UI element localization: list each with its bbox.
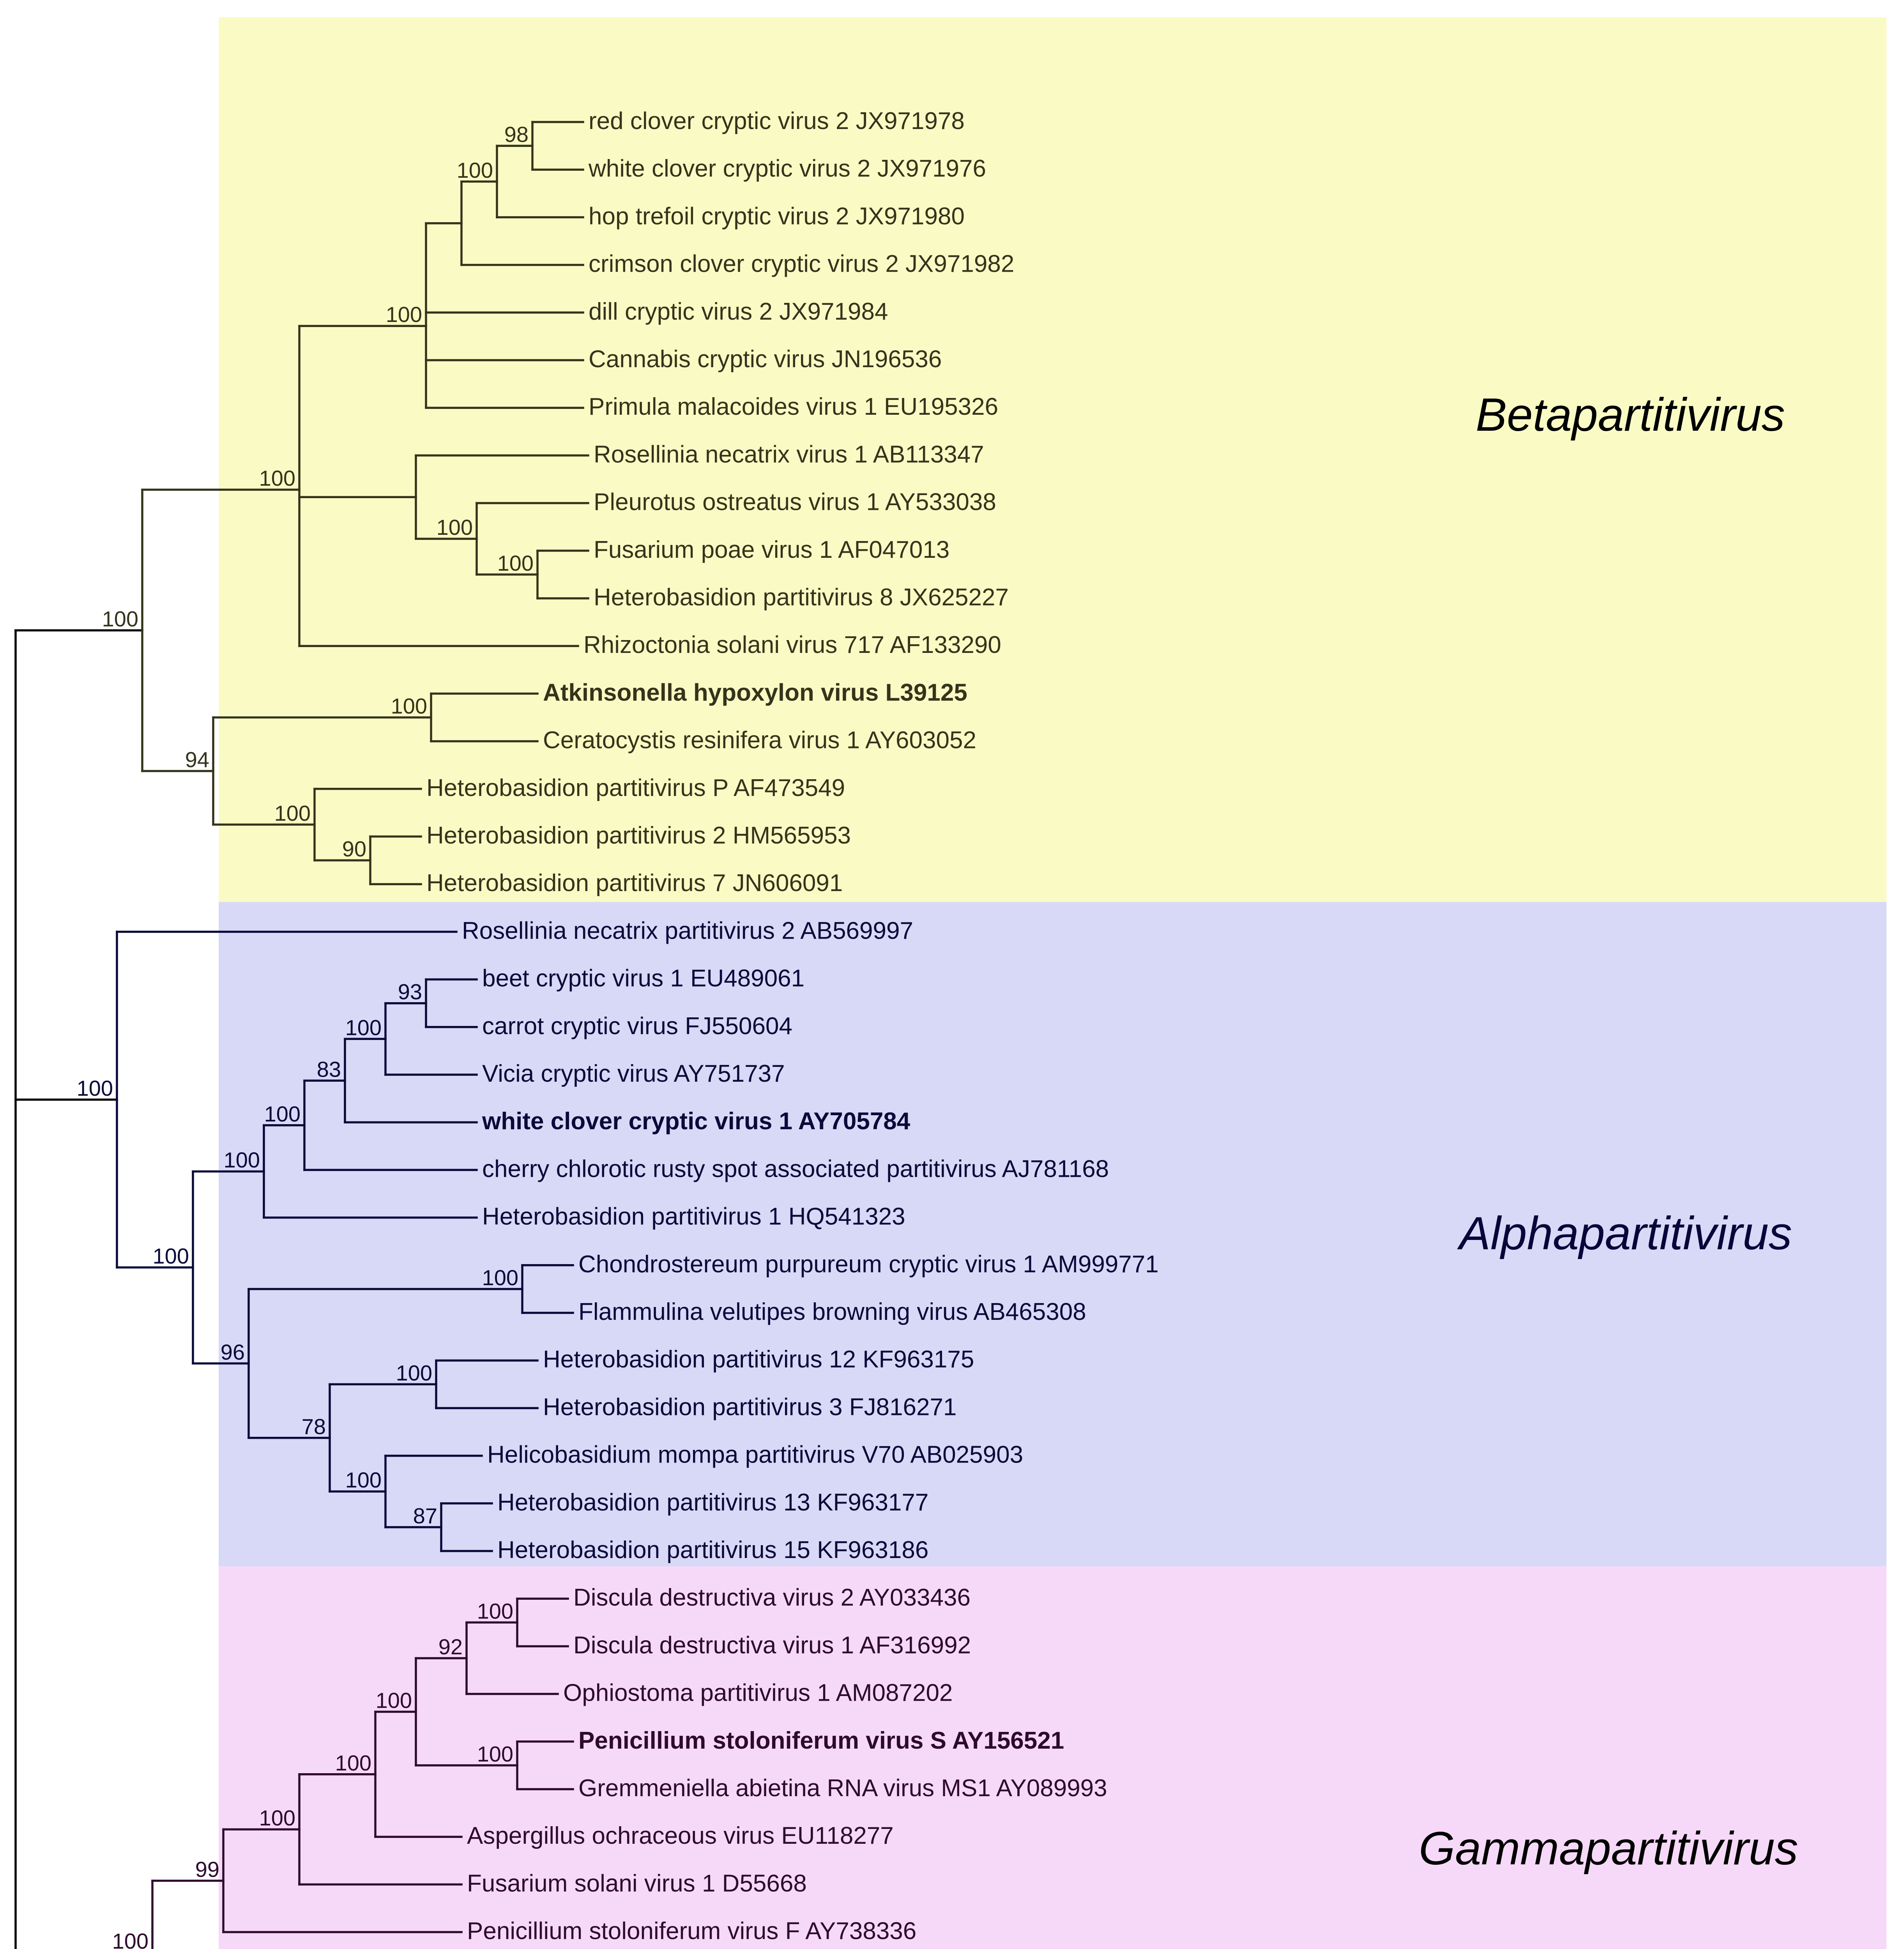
svg-text:100: 100 — [112, 1929, 149, 1949]
svg-text:Heterobasidion partitivirus 1: Heterobasidion partitivirus 1 HQ541323 — [482, 1203, 905, 1230]
svg-text:Heterobasidion partitivirus 7: Heterobasidion partitivirus 7 JN606091 — [426, 870, 843, 897]
svg-text:Discula destructiva virus 2 AY: Discula destructiva virus 2 AY033436 — [573, 1584, 971, 1611]
svg-text:Atkinsonella hypoxylon virus L: Atkinsonella hypoxylon virus L39125 — [543, 679, 967, 706]
svg-text:Primula malacoides virus 1 EU1: Primula malacoides virus 1 EU195326 — [589, 393, 998, 420]
svg-text:99: 99 — [195, 1857, 219, 1882]
svg-text:100: 100 — [386, 302, 422, 327]
svg-text:Aspergillus ochraceous virus E: Aspergillus ochraceous virus EU118277 — [467, 1822, 894, 1849]
svg-text:Gremmeniella abietina RNA viru: Gremmeniella abietina RNA virus MS1 AY08… — [578, 1775, 1107, 1802]
svg-text:white clover cryptic virus 2 J: white clover cryptic virus 2 JX971976 — [588, 155, 986, 182]
svg-text:red clover cryptic virus 2 JX9: red clover cryptic virus 2 JX971978 — [589, 108, 965, 134]
svg-text:Vicia cryptic virus AY751737: Vicia cryptic virus AY751737 — [482, 1060, 785, 1087]
svg-text:dill cryptic virus 2 JX971984: dill cryptic virus 2 JX971984 — [589, 298, 888, 325]
svg-text:Heterobasidion partitivirus 12: Heterobasidion partitivirus 12 KF963175 — [543, 1346, 974, 1373]
svg-text:beet cryptic virus 1 EU489061: beet cryptic virus 1 EU489061 — [482, 965, 804, 992]
svg-text:90: 90 — [342, 837, 366, 861]
svg-text:100: 100 — [477, 1599, 513, 1623]
svg-text:carrot cryptic virus FJ550604: carrot cryptic virus FJ550604 — [482, 1013, 792, 1040]
svg-text:100: 100 — [274, 801, 311, 825]
svg-text:100: 100 — [345, 1015, 382, 1040]
svg-text:92: 92 — [438, 1634, 463, 1659]
svg-text:Heterobasidion partitivirus 8: Heterobasidion partitivirus 8 JX625227 — [594, 584, 1009, 611]
svg-text:100: 100 — [477, 1742, 513, 1766]
svg-text:Ophiostoma partitivirus 1 AM08: Ophiostoma partitivirus 1 AM087202 — [563, 1680, 953, 1707]
svg-text:Heterobasidion partitivirus 3: Heterobasidion partitivirus 3 FJ816271 — [543, 1394, 956, 1420]
svg-text:94: 94 — [185, 747, 209, 772]
svg-text:Penicillium stoloniferum virus: Penicillium stoloniferum virus S AY15652… — [578, 1727, 1064, 1754]
svg-text:Cannabis cryptic virus JN19653: Cannabis cryptic virus JN196536 — [589, 346, 942, 373]
svg-text:87: 87 — [413, 1503, 437, 1528]
svg-text:100: 100 — [224, 1148, 260, 1172]
svg-text:78: 78 — [302, 1414, 326, 1439]
svg-text:Heterobasidion partitivirus 13: Heterobasidion partitivirus 13 KF963177 — [497, 1489, 928, 1516]
svg-text:Penicillium stoloniferum virus: Penicillium stoloniferum virus F AY73833… — [467, 1918, 916, 1945]
svg-text:Chondrostereum purpureum crypt: Chondrostereum purpureum cryptic virus 1… — [578, 1251, 1159, 1278]
svg-text:Rosellinia necatrix virus 1 AB: Rosellinia necatrix virus 1 AB113347 — [594, 441, 984, 468]
svg-text:100: 100 — [437, 515, 473, 539]
svg-text:hop trefoil cryptic virus 2 JX: hop trefoil cryptic virus 2 JX971980 — [589, 203, 965, 230]
svg-text:Fusarium solani virus 1 D55668: Fusarium solani virus 1 D55668 — [467, 1870, 807, 1897]
svg-text:100: 100 — [259, 466, 295, 490]
svg-text:Ceratocystis resinifera virus: Ceratocystis resinifera virus 1 AY603052 — [543, 727, 976, 754]
svg-text:100: 100 — [264, 1102, 301, 1126]
svg-text:100: 100 — [391, 694, 427, 718]
svg-text:Discula destructiva virus 1 AF: Discula destructiva virus 1 AF316992 — [573, 1632, 971, 1659]
svg-text:100: 100 — [482, 1265, 518, 1290]
svg-text:Rhizoctonia solani virus 717 A: Rhizoctonia solani virus 717 AF133290 — [583, 631, 1001, 658]
svg-text:Heterobasidion partitivirus P: Heterobasidion partitivirus P AF473549 — [426, 775, 845, 801]
svg-text:100: 100 — [497, 551, 534, 575]
svg-text:Heterobasidion partitivirus 2: Heterobasidion partitivirus 2 HM565953 — [426, 822, 851, 849]
svg-text:83: 83 — [317, 1057, 341, 1081]
svg-text:crimson clover cryptic virus 2: crimson clover cryptic virus 2 JX971982 — [589, 251, 1014, 278]
svg-text:100: 100 — [335, 1751, 371, 1775]
svg-text:96: 96 — [221, 1340, 245, 1364]
svg-text:Heterobasidion partitivirus 15: Heterobasidion partitivirus 15 KF963186 — [497, 1537, 928, 1563]
svg-text:white clover cryptic virus 1 A: white clover cryptic virus 1 AY705784 — [482, 1108, 910, 1135]
svg-text:Rosellinia necatrix partitivir: Rosellinia necatrix partitivirus 2 AB569… — [462, 917, 913, 944]
svg-text:100: 100 — [102, 607, 138, 631]
svg-text:100: 100 — [259, 1806, 295, 1830]
svg-text:Flammulina velutipes browning: Flammulina velutipes browning virus AB46… — [578, 1298, 1086, 1325]
svg-text:93: 93 — [398, 980, 422, 1004]
svg-text:cherry chlorotic rusty spot as: cherry chlorotic rusty spot associated p… — [482, 1155, 1109, 1182]
svg-text:Fusarium poae virus 1 AF047013: Fusarium poae virus 1 AF047013 — [594, 536, 949, 563]
svg-text:100: 100 — [457, 158, 493, 182]
svg-text:Helicobasidium mompa partitivi: Helicobasidium mompa partitivirus V70 AB… — [487, 1441, 1023, 1468]
svg-text:Pleurotus ostreatus virus 1 AY: Pleurotus ostreatus virus 1 AY533038 — [594, 489, 996, 516]
svg-text:100: 100 — [153, 1244, 189, 1268]
svg-text:100: 100 — [345, 1468, 382, 1492]
svg-text:100: 100 — [376, 1688, 412, 1712]
svg-text:100: 100 — [77, 1076, 113, 1100]
svg-text:98: 98 — [504, 122, 529, 147]
svg-text:100: 100 — [396, 1360, 432, 1385]
